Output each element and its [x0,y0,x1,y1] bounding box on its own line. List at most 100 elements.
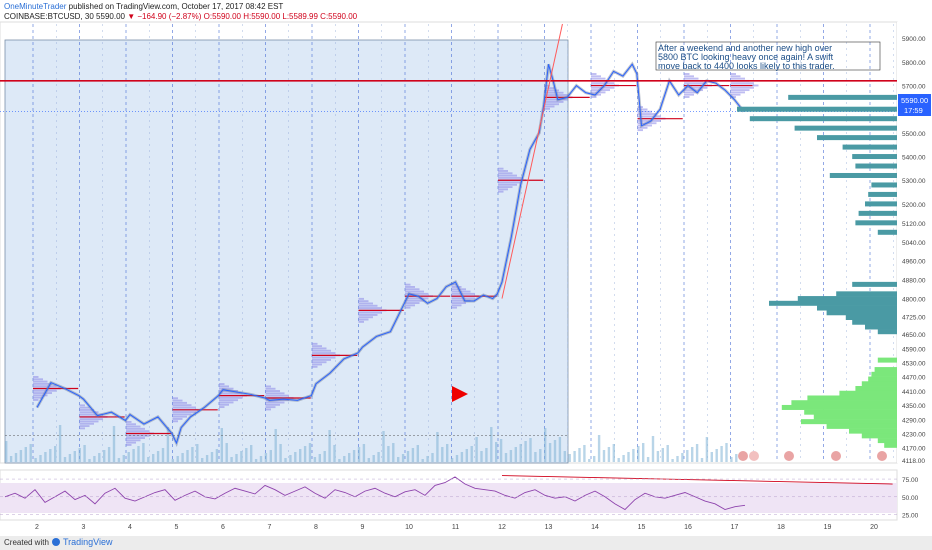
price-series [36,63,745,445]
volume-bar [254,459,258,462]
volume-profile-bar [836,291,897,297]
session-profile-bar [172,420,178,423]
y-tick-label: 4170.00 [902,446,926,453]
annotation-line-3: move back to 4400 looks likely to this t… [658,61,835,71]
session-profile-bar [591,82,615,85]
tradingview-brand[interactable]: TradingView [52,537,113,547]
session-profile-bar [637,113,657,115]
y-tick-label: 4960.00 [902,259,926,266]
session-profile-bar [172,418,183,420]
x-tick-label: 15 [638,524,646,531]
volume-bar [495,442,498,462]
y-tick-label: 5400.00 [902,155,926,162]
volume-bar [137,446,140,462]
volume-profile-bar [807,395,897,401]
volume-profile-bar [877,229,897,235]
session-profile-bar [498,170,508,172]
volume-bar [372,455,375,462]
session-profile-bar [265,392,285,395]
session-profile-bar [637,119,661,122]
y-tick-label: 5900.00 [902,36,926,43]
rsi-trend-line [501,475,893,485]
volume-bar [284,458,287,462]
y-tick-label: 4410.00 [902,389,926,396]
volume-bar [514,447,517,462]
volume-bar [29,444,32,462]
volume-bar [210,452,214,462]
session-profile-bar [172,404,192,407]
volume-profile-bar [791,400,897,406]
session-profile-bar [312,345,322,348]
price-chart[interactable]: 4118.004170.004230.004290.004350.004410.… [0,0,932,536]
volume-bar [107,447,111,462]
y-tick-label: 5120.00 [902,221,926,228]
volume-bar [308,443,312,462]
session-profile-bar [498,188,508,191]
session-profile-bar [730,82,754,85]
volume-bar [406,451,410,462]
volume-bar [166,427,170,462]
volume-bar [357,447,361,462]
volume-bar [98,453,101,462]
volume-bar [642,443,645,462]
volume-bar [671,459,674,462]
volume-bar [289,455,292,462]
volume-bar [181,453,184,462]
session-profile-bar [79,425,90,428]
y-tick-label: 5200.00 [902,202,926,209]
trend-line [501,23,563,299]
volume-bar [88,459,91,462]
volume-bar [264,453,268,462]
session-profile-bar [126,443,132,446]
session-profile-bar [684,77,699,80]
x-tick-label: 9 [361,524,365,531]
volume-bar [205,455,209,462]
session-profile-bar [591,75,601,78]
volume-bar [156,451,160,462]
y-tick-label: 4725.00 [902,314,926,321]
volume-bar [529,438,532,462]
volume-bar [455,455,459,462]
session-profile-bar [684,75,694,78]
session-profile-bar [451,286,462,288]
session-profile-bar [79,422,94,425]
session-profile-bar [544,107,550,110]
session-profile-bar [544,87,555,90]
volume-bar [548,443,552,462]
x-tick-label: 11 [452,524,459,531]
volume-bar [705,437,709,462]
session-profile-bar [172,406,196,409]
price-badge-value: 5590.00 [901,96,928,105]
session-profile-bar [684,91,699,94]
session-profile-bar [358,316,373,319]
volume-profile-bar [874,367,897,373]
session-profile-bar [172,401,187,404]
volume-profile-bar [884,442,897,448]
session-profile-bar [405,292,429,295]
session-profile-bar [498,186,513,189]
session-profile-bar [405,306,411,309]
session-profile-bar [33,380,48,383]
volume-bar [387,446,390,462]
session-profile-bar [730,91,745,94]
volume-profile-bar [794,125,897,131]
volume-bar [695,444,699,462]
author-link[interactable]: OneMinuteTrader [4,2,67,11]
volume-bar [450,458,454,462]
volume-bar [617,458,620,462]
session-profile-bar [544,91,564,94]
last-price: 5590.00 [96,12,125,21]
play-arrow-icon[interactable] [452,386,468,402]
session-profile-bar [219,396,243,399]
session-profile-bar [544,103,559,106]
price-badge-timer: 17:59 [904,106,923,115]
volume-bar [343,456,346,462]
session-profile-bar [498,190,504,193]
session-profile-bar [358,302,373,305]
session-profile-bar [637,124,652,127]
x-tick-label: 20 [870,524,878,531]
session-profile-bar [544,100,564,103]
volume-profile-bar [826,423,897,429]
volume-bar [93,456,96,462]
volume-bar [250,445,253,462]
